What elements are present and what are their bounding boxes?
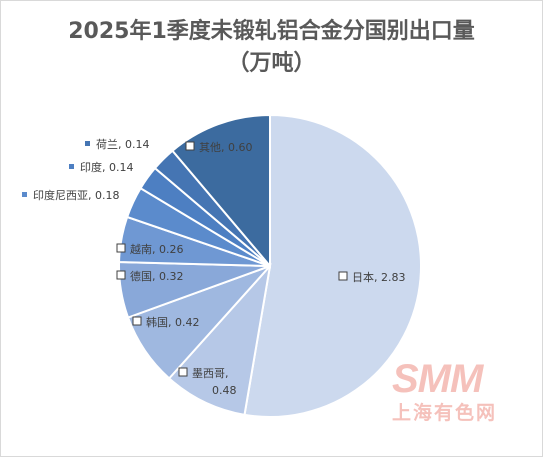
pie-label-marker-2 — [132, 316, 142, 326]
pie-label-7: 荷兰, 0.14 — [85, 138, 150, 151]
pie-label-text-3: 德国, 0.32 — [130, 269, 184, 283]
watermark-logo: SMM — [392, 357, 485, 401]
pie-label-4: 越南, 0.26 — [116, 242, 184, 256]
pie-label-marker-0 — [338, 271, 348, 281]
chart-title-unit: （万吨） — [227, 51, 316, 76]
chart-title: 2025年1季度未锻轧铝合金分国别出口量 — [68, 19, 475, 44]
smm-watermark: SMM 上海有色网 — [392, 357, 497, 424]
pie-labels: 日本, 2.83 墨西哥, 0.48 韩国, 0.42 德国, 0.32 越南, 0.26… — [22, 138, 406, 397]
pie-label-3: 德国, 0.32 — [116, 269, 184, 283]
pie-label-value-1: 0.48 — [212, 384, 237, 397]
pie-slice-0 — [243, 113, 422, 418]
pie-label-text-8: 其他, 0.60 — [199, 141, 253, 154]
pie-label-1: 墨西哥, 0.48 — [178, 367, 237, 397]
pie-slice-1 — [167, 262, 272, 416]
pie-label-marker-4 — [116, 243, 126, 253]
pie-label-text-7: 荷兰, 0.14 — [96, 138, 150, 151]
pie-label-text-2: 韩国, 0.42 — [146, 315, 200, 329]
pie-label-marker-5 — [22, 192, 27, 197]
pie-label-marker-7 — [85, 141, 90, 146]
pie-label-marker-6 — [69, 164, 74, 169]
pie-label-text-0: 日本, 2.83 — [352, 270, 406, 284]
pie-label-8: 其他, 0.60 — [185, 141, 253, 154]
pie-slice-8 — [171, 113, 271, 269]
pie-label-marker-1 — [178, 367, 188, 377]
pie-label-marker-8 — [185, 141, 195, 151]
watermark-text: 上海有色网 — [392, 401, 497, 424]
pie-label-6: 印度, 0.14 — [69, 160, 134, 174]
pie-label-text-5: 印度尼西亚, 0.18 — [33, 188, 120, 202]
pie-label-text-6: 印度, 0.14 — [80, 160, 134, 174]
pie-label-2: 韩国, 0.42 — [132, 315, 200, 329]
pie-label-marker-3 — [116, 270, 126, 280]
pie-label-text-4: 越南, 0.26 — [130, 242, 184, 256]
pie-label-text-1: 墨西哥, — [192, 367, 229, 380]
pie-slices — [118, 113, 422, 418]
pie-label-0: 日本, 2.83 — [338, 270, 406, 284]
pie-label-5: 印度尼西亚, 0.18 — [22, 188, 120, 202]
